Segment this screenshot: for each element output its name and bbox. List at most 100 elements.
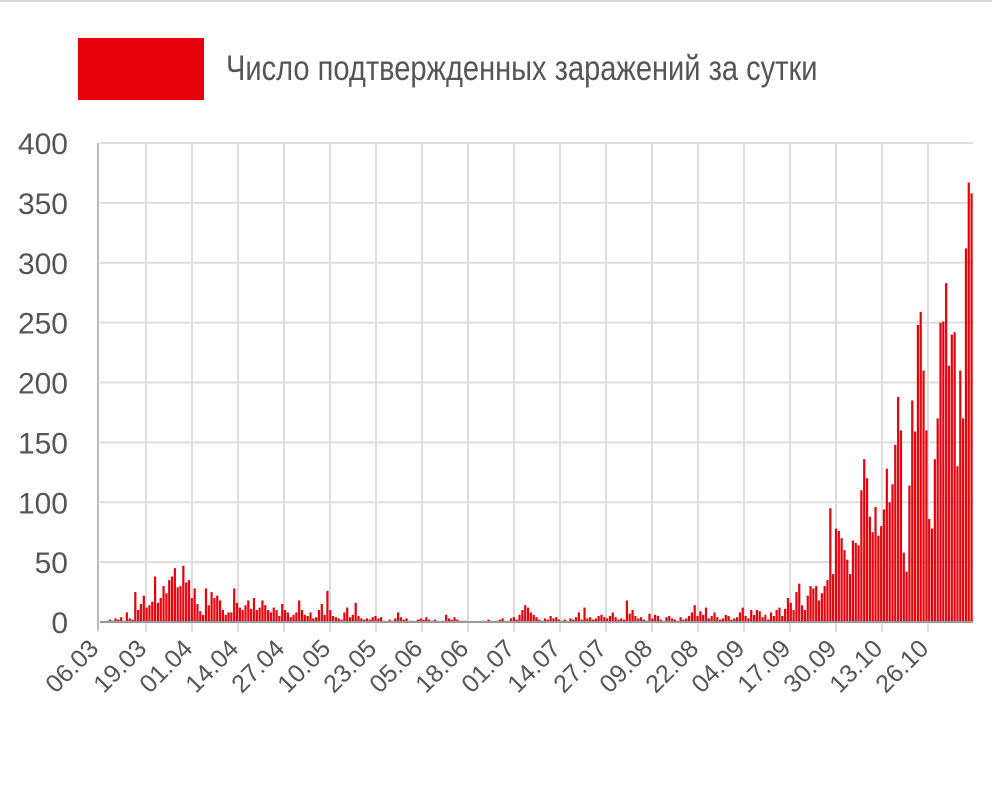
bar [857, 545, 860, 622]
bar [970, 193, 973, 623]
y-tick-label: 150 [18, 427, 68, 460]
bar [394, 618, 397, 622]
bar [908, 485, 911, 622]
bar [865, 478, 869, 622]
bar [574, 617, 578, 622]
bar [899, 430, 903, 622]
bar [651, 618, 654, 622]
bar [800, 605, 804, 622]
bar [269, 612, 273, 622]
bar [134, 592, 137, 622]
bar [538, 619, 541, 622]
x-tick-label: 17.09 [732, 634, 796, 698]
bar [230, 612, 233, 622]
bar [826, 580, 829, 622]
bar [275, 610, 278, 622]
bar [244, 605, 247, 622]
bar [247, 600, 250, 622]
bar [625, 600, 629, 622]
bar [704, 607, 708, 622]
bar [710, 616, 713, 622]
bar [286, 612, 289, 622]
bar [871, 532, 874, 622]
bar [416, 619, 419, 622]
bar [874, 507, 877, 622]
bar [173, 568, 176, 622]
bar [767, 619, 770, 622]
bar [716, 617, 719, 622]
bar [252, 598, 256, 622]
bar [250, 608, 253, 622]
x-tick-label: 18.06 [410, 634, 474, 698]
bar [331, 616, 335, 622]
bar [572, 619, 575, 622]
bar [425, 617, 428, 622]
bar [216, 595, 219, 622]
bar [631, 610, 634, 622]
bar [450, 619, 453, 622]
bar [255, 610, 258, 622]
x-tick-label: 09.08 [594, 634, 658, 698]
bar [329, 610, 332, 622]
bar [306, 616, 309, 622]
bar [142, 595, 145, 622]
bar [182, 565, 185, 622]
bar [555, 617, 558, 622]
bar [747, 618, 750, 622]
y-tick-label: 300 [18, 248, 68, 281]
bar [235, 602, 239, 622]
bar [114, 618, 117, 622]
bar [671, 618, 674, 622]
x-tick-label: 30.09 [778, 634, 842, 698]
bar [795, 592, 798, 622]
bar [738, 612, 742, 622]
bar [303, 614, 306, 622]
bar [778, 607, 781, 622]
bar [659, 619, 662, 622]
bar [696, 616, 699, 622]
bar [258, 607, 261, 622]
bar [702, 614, 705, 622]
bar [752, 614, 756, 622]
bar [348, 617, 352, 622]
bar [156, 602, 160, 622]
bar [829, 508, 832, 622]
bar [639, 617, 643, 622]
bar [933, 459, 936, 622]
bar [772, 616, 775, 622]
bar [758, 611, 761, 622]
bar [334, 617, 338, 622]
bar [764, 614, 767, 622]
bar [298, 600, 301, 622]
bar [162, 586, 165, 622]
bar [735, 617, 739, 622]
bar [724, 614, 727, 622]
bar [498, 619, 501, 622]
bar [419, 618, 422, 622]
bar [775, 610, 778, 622]
bar [911, 400, 914, 622]
bar [153, 576, 157, 622]
bar [617, 619, 620, 622]
bar [145, 607, 148, 622]
x-tick-label: 05.06 [364, 634, 428, 698]
bar [956, 466, 959, 622]
x-tick-label: 14.04 [180, 634, 244, 698]
bar [210, 592, 213, 622]
bar [611, 612, 614, 622]
bar [727, 616, 730, 622]
bar [569, 618, 572, 622]
bar [798, 583, 801, 622]
bar [916, 325, 920, 622]
bar [165, 593, 168, 622]
bar [950, 334, 953, 622]
bar [131, 619, 134, 622]
x-tick-label: 26.10 [870, 634, 934, 698]
bar [320, 604, 323, 622]
bar [733, 618, 736, 622]
bar [648, 613, 651, 622]
bar [558, 619, 561, 622]
bar [261, 600, 264, 622]
x-tick-label: 27.04 [226, 634, 290, 698]
y-tick-label: 100 [18, 487, 68, 520]
